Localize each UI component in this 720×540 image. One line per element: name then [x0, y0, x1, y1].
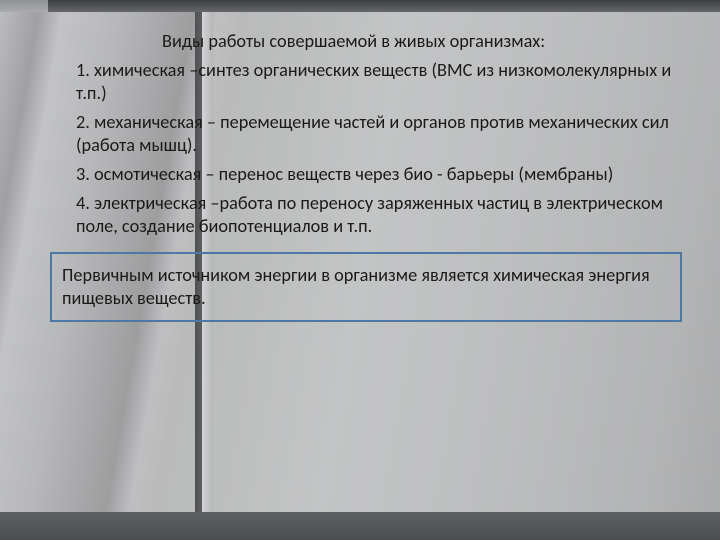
list-item-text: 1. химическая –синтез органических вещес…: [70, 59, 686, 105]
highlight-box: Первичным источником энергии в организме…: [50, 252, 682, 322]
list-item: 2. механическая – перемещение частей и о…: [70, 111, 686, 157]
top-left-corner: [0, 0, 48, 12]
list-item-text: 3. осмотическая – перенос веществ через …: [70, 163, 686, 186]
slide-content: Виды работы совершаемой в живых организм…: [70, 30, 686, 322]
list-item: 4. электрическая –работа по переносу зар…: [70, 192, 686, 238]
slide-title: Виды работы совершаемой в живых организм…: [162, 30, 686, 53]
highlight-text: Первичным источником энергии в организме…: [62, 264, 650, 309]
list-item-text: 4. электрическая –работа по переносу зар…: [70, 192, 686, 238]
bottom-bar: [0, 512, 720, 540]
list-item: 1. химическая –синтез органических вещес…: [70, 59, 686, 105]
list-item-text: 2. механическая – перемещение частей и о…: [70, 111, 686, 157]
list-item: 3. осмотическая – перенос веществ через …: [70, 163, 686, 186]
top-bar: [0, 0, 720, 12]
